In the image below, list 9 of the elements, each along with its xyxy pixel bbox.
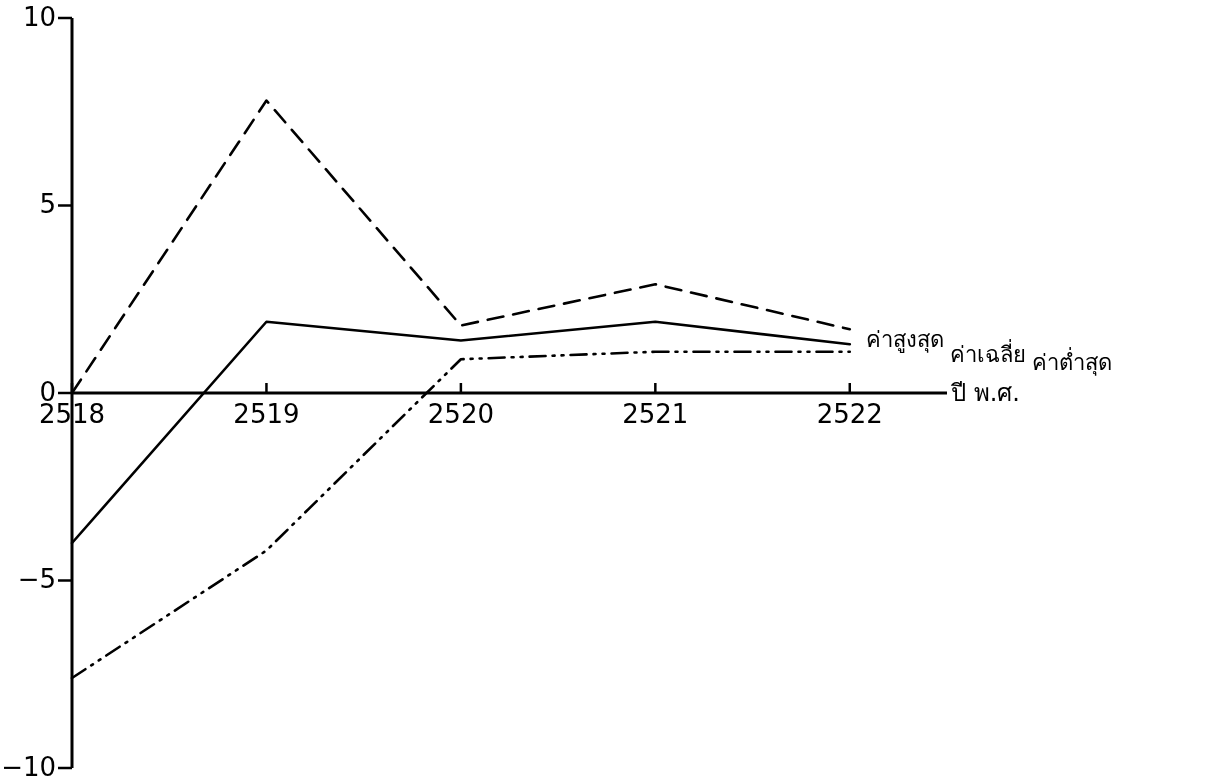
- x-tick-label: 2522: [816, 399, 883, 429]
- x-tick-label: 2520: [427, 399, 494, 429]
- y-tick-label: 5: [39, 189, 56, 219]
- x-tick-label: 2521: [622, 399, 689, 429]
- y-tick-label: −10: [1, 751, 56, 779]
- x-tick-label: 2519: [233, 399, 300, 429]
- x-axis-title: ปี พ.ศ.: [951, 379, 1020, 407]
- y-tick-label: 10: [22, 1, 56, 32]
- y-tick-label: −5: [17, 564, 56, 594]
